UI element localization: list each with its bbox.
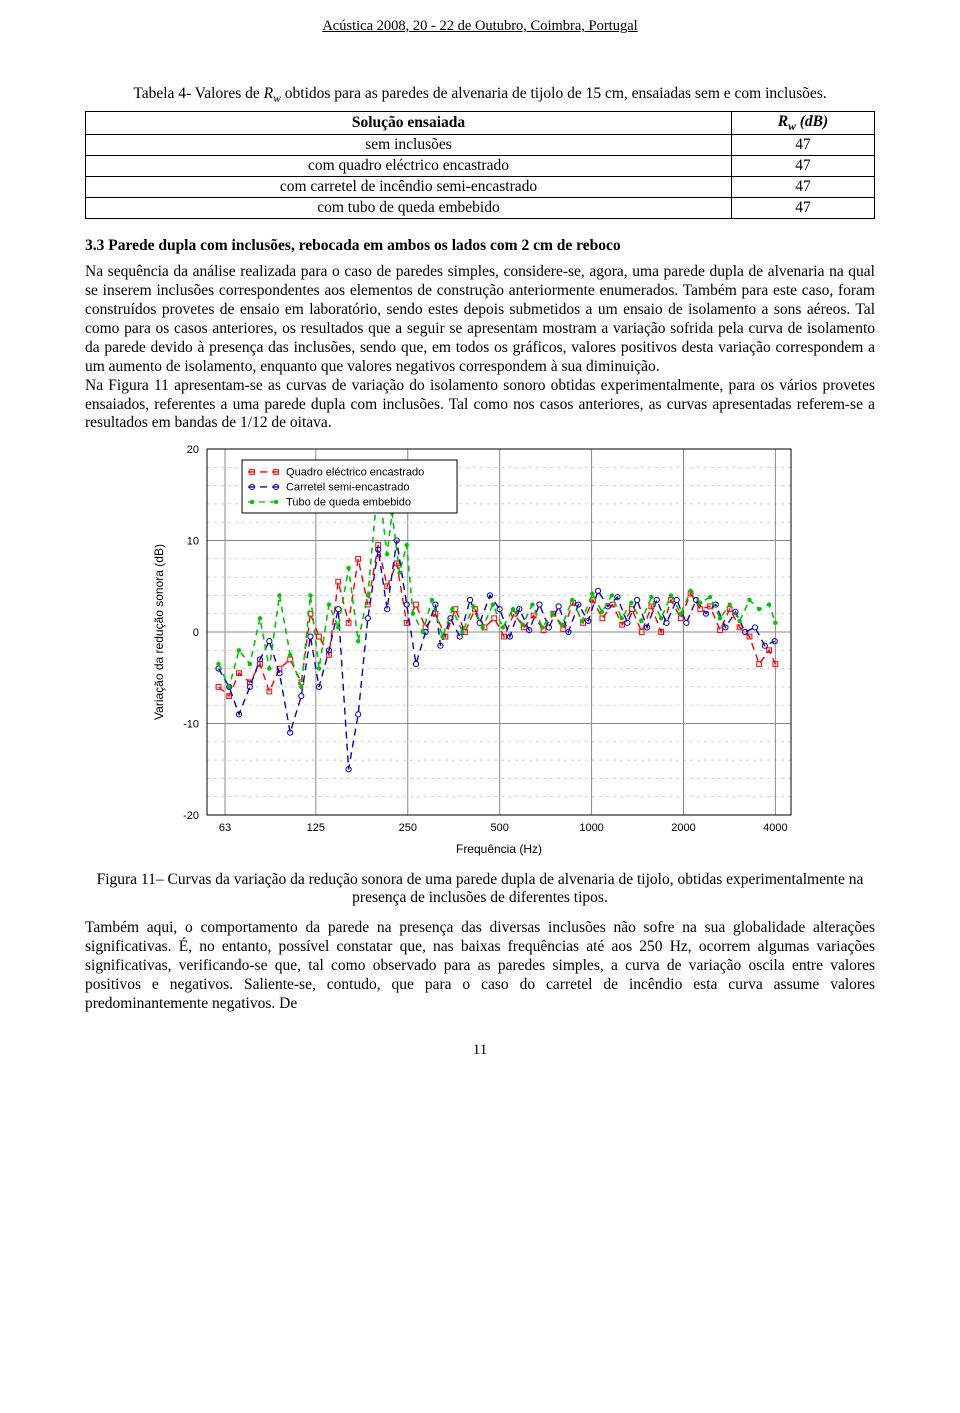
paragraph-1: Na sequência da análise realizada para o… bbox=[85, 263, 875, 376]
paragraph-3: Também aqui, o comportamento da parede n… bbox=[85, 919, 875, 1014]
row-value: 47 bbox=[732, 198, 875, 219]
svg-text:63: 63 bbox=[219, 822, 231, 834]
row-label: com quadro eléctrico encastrado bbox=[86, 156, 732, 177]
paragraph-2: Na Figura 11 apresentam-se as curvas de … bbox=[85, 377, 875, 434]
row-label: com carretel de incêndio semi-encastrado bbox=[86, 177, 732, 198]
rw-sym: R bbox=[778, 113, 788, 130]
section-title: 3.3 Parede dupla com inclusões, rebocada… bbox=[85, 237, 875, 255]
table-caption: Tabela 4- Valores de Rw obtidos para as … bbox=[85, 85, 875, 105]
page-number: 11 bbox=[85, 1042, 875, 1059]
svg-text:125: 125 bbox=[307, 822, 325, 834]
caption-sym: R bbox=[264, 85, 273, 102]
table-row: com tubo de queda embebido 47 bbox=[86, 198, 875, 219]
chart-svg: -20 -10 0 10 20 63 125 250 500 1000 2000 4000 Frequê… bbox=[145, 441, 805, 861]
table-header-solution: Solução ensaiada bbox=[86, 112, 732, 135]
page-header: Acústica 2008, 20 - 22 de Outubro, Coimb… bbox=[85, 18, 875, 35]
row-label: sem inclusões bbox=[86, 135, 732, 156]
svg-text:-10: -10 bbox=[183, 719, 199, 731]
svg-text:20: 20 bbox=[187, 444, 199, 456]
svg-text:1000: 1000 bbox=[579, 822, 603, 834]
figure-11-chart: -20 -10 0 10 20 63 125 250 500 1000 2000 4000 Frequê… bbox=[145, 441, 875, 861]
svg-text:2000: 2000 bbox=[671, 822, 695, 834]
figure-caption: Figura 11– Curvas da variação da redução… bbox=[85, 871, 875, 907]
table-row: com quadro eléctrico encastrado 47 bbox=[86, 156, 875, 177]
rw-unit: (dB) bbox=[796, 113, 828, 130]
svg-text:250: 250 bbox=[399, 822, 417, 834]
caption-text-a: Tabela 4- Valores de bbox=[133, 85, 263, 102]
svg-text:Variação da redução sonora (dB: Variação da redução sonora (dB) bbox=[152, 544, 166, 720]
svg-text:Quadro eléctrico encastrado: Quadro eléctrico encastrado bbox=[286, 467, 424, 479]
svg-text:500: 500 bbox=[490, 822, 508, 834]
results-table: Solução ensaiada Rw (dB) sem inclusões 4… bbox=[85, 111, 875, 219]
row-value: 47 bbox=[732, 135, 875, 156]
svg-text:Frequência (Hz): Frequência (Hz) bbox=[456, 842, 542, 856]
table-row: com carretel de incêndio semi-encastrado… bbox=[86, 177, 875, 198]
caption-text-b: obtidos para as paredes de alvenaria de … bbox=[281, 85, 827, 102]
row-value: 47 bbox=[732, 156, 875, 177]
svg-text:Tubo de queda embebido: Tubo de queda embebido bbox=[286, 497, 411, 509]
table-header-rw: Rw (dB) bbox=[732, 112, 875, 135]
svg-text:-20: -20 bbox=[183, 810, 199, 822]
table-row: sem inclusões 47 bbox=[86, 135, 875, 156]
svg-text:10: 10 bbox=[187, 536, 199, 548]
caption-sub: w bbox=[273, 92, 281, 105]
svg-text:4000: 4000 bbox=[763, 822, 787, 834]
row-value: 47 bbox=[732, 177, 875, 198]
svg-text:0: 0 bbox=[193, 627, 199, 639]
rw-sub: w bbox=[788, 120, 796, 133]
svg-text:Carretel semi-encastrado: Carretel semi-encastrado bbox=[286, 482, 410, 494]
row-label: com tubo de queda embebido bbox=[86, 198, 732, 219]
